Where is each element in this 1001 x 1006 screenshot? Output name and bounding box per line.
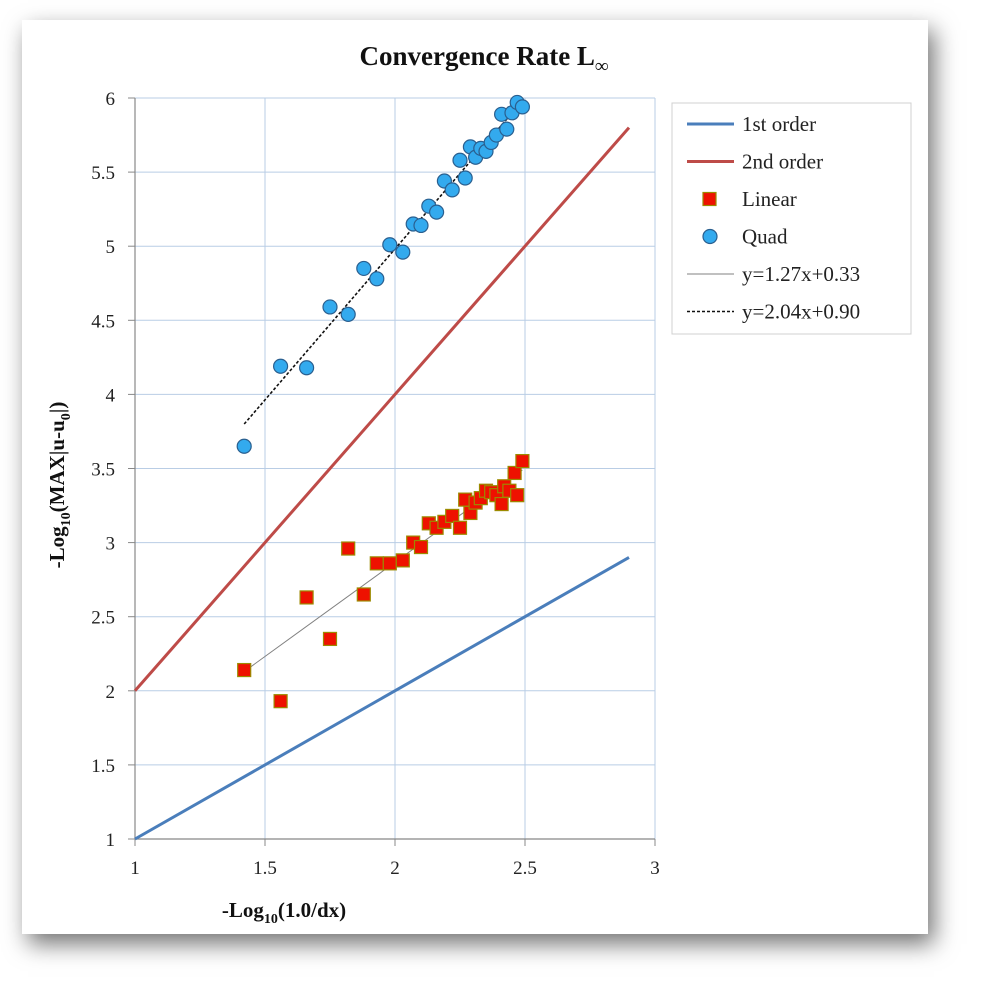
chart-title: Convergence Rate L∞ (360, 41, 609, 77)
x-tick-label: 3 (650, 858, 660, 879)
data-point-linear (510, 488, 525, 503)
data-point-linear (299, 590, 314, 605)
data-point-quad (413, 217, 429, 234)
y-tick-label: 4.5 (91, 311, 115, 332)
y-tick-label: 2.5 (91, 608, 115, 629)
data-point-linear (515, 453, 530, 469)
legend-swatch-quad (702, 228, 718, 245)
data-point-quad (236, 438, 252, 454)
data-point-linear (507, 465, 522, 481)
legend-box (671, 102, 912, 335)
chart-marks (133, 94, 631, 841)
data-point-quad (452, 152, 468, 168)
data-point-quad (322, 299, 338, 315)
y-tick-label: 1.5 (91, 756, 115, 777)
chart-card: Convergence Rate L∞ 1 1.5 2 2.5 3 1 1.5 2 2.5 3 3… (22, 20, 928, 934)
x-tick-label: 1 (130, 858, 140, 879)
data-point-quad (499, 121, 515, 137)
axes (128, 97, 656, 846)
chart: Convergence Rate L∞ 1 1.5 2 2.5 3 1 1.5 2 2.5 3 3… (45, 41, 912, 927)
series-line-1st-order (134, 556, 630, 841)
y-axis-label: -Log10(MAX|u-u0|) (45, 402, 74, 569)
gridlines (134, 97, 656, 840)
legend-label-linear: Linear (742, 187, 797, 211)
x-tick-label: 2 (390, 858, 400, 879)
x-tick-label: 1.5 (253, 858, 277, 879)
data-point-quad (429, 204, 445, 220)
data-point-quad (395, 244, 411, 260)
y-tick-labels: 1 1.5 2 2.5 3 3.5 4 4.5 5 5.5 6 (91, 89, 115, 851)
data-point-linear (413, 539, 429, 555)
data-point-linear (382, 556, 397, 571)
data-point-quad (382, 237, 398, 253)
legend: 1st order 2nd order Linear Quad y=1.27x+0.33… (671, 102, 912, 335)
data-point-quad (457, 170, 473, 186)
x-tick-labels: 1 1.5 2 2.5 3 (130, 858, 660, 879)
data-point-linear (237, 662, 252, 678)
legend-label-y-2-04x-0-90: y=2.04x+0.90 (742, 300, 860, 324)
data-point-quad (514, 99, 530, 115)
data-point-quad (356, 260, 372, 277)
y-axis-label-group: -Log10(MAX|u-u0|) (45, 402, 74, 569)
y-tick-label: 6 (106, 89, 116, 110)
y-tick-label: 3.5 (91, 460, 115, 481)
y-tick-label: 5.5 (91, 163, 115, 184)
data-point-linear (452, 520, 468, 535)
data-point-quad (340, 306, 356, 322)
data-point-linear (395, 553, 410, 568)
data-point-linear (369, 556, 384, 571)
data-point-linear (341, 541, 356, 556)
data-point-quad (299, 360, 315, 376)
data-point-quad (273, 358, 289, 374)
data-point-quad (369, 271, 385, 287)
y-tick-label: 1 (106, 830, 116, 851)
data-point-linear (322, 631, 338, 647)
x-tick-label: 2.5 (513, 858, 537, 879)
data-point-linear (273, 694, 288, 709)
y-tick-label: 5 (106, 237, 116, 258)
data-point-linear (445, 508, 460, 524)
legend-label-1st-order: 1st order (742, 112, 816, 136)
legend-swatch-linear (702, 191, 717, 207)
x-axis-label: -Log10(1.0/dx) (222, 898, 346, 927)
y-tick-label: 4 (106, 385, 116, 406)
legend-label-quad: Quad (742, 225, 788, 249)
data-point-linear (494, 496, 509, 512)
data-point-quad (444, 182, 460, 198)
series-line-2nd-order (133, 126, 631, 692)
y-tick-label: 2 (106, 682, 116, 703)
legend-items: 1st order 2nd order Linear Quad y=1.27x+0.33… (687, 112, 860, 324)
data-point-linear (356, 587, 371, 602)
legend-label-y-1-27x-0-33: y=1.27x+0.33 (742, 262, 860, 286)
y-tick-label: 3 (106, 534, 116, 555)
legend-label-2nd-order: 2nd order (742, 150, 823, 174)
